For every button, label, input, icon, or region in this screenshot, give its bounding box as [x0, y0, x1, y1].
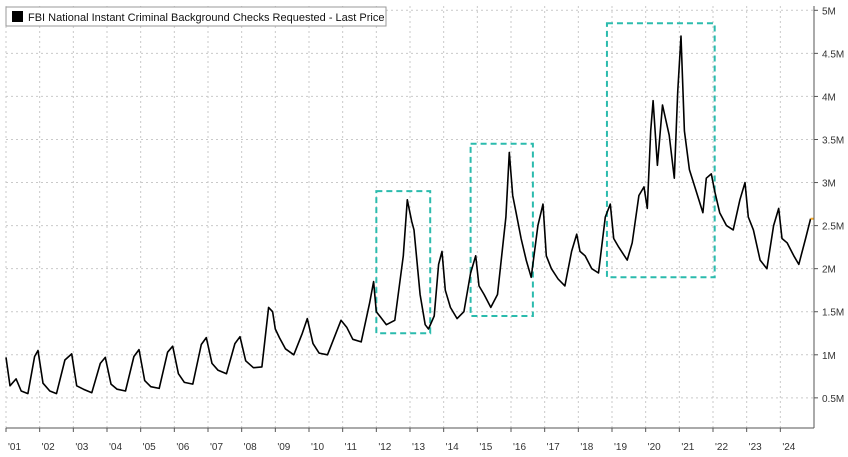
y-tick-label: 4.5M	[822, 49, 844, 60]
legend: FBI National Instant Criminal Background…	[5, 6, 387, 27]
highlight-box	[375, 190, 432, 335]
x-tick-label: '20	[648, 442, 661, 453]
x-tick-label: '17	[547, 442, 560, 453]
y-tick-label: 2M	[822, 265, 836, 276]
legend-swatch	[12, 11, 23, 22]
grid	[5, 6, 814, 428]
x-tick-label: '11	[345, 442, 358, 453]
x-tick-label: '14	[446, 442, 459, 453]
x-tick-label: '23	[749, 442, 762, 453]
highlight-boxes	[375, 22, 716, 335]
series-line	[5, 35, 812, 395]
x-tick-label: '09	[277, 442, 290, 453]
x-tick-label: '08	[244, 442, 257, 453]
x-tick-label: '22	[715, 442, 728, 453]
x-tick-label: '18	[580, 442, 593, 453]
legend-label: FBI National Instant Criminal Background…	[28, 12, 384, 24]
x-tick-label: '19	[614, 442, 627, 453]
x-tick-label: '06	[176, 442, 189, 453]
x-tick-label: '15	[479, 442, 492, 453]
x-tick-label: '05	[143, 442, 156, 453]
x-tick-label: '01	[8, 442, 21, 453]
y-tick-label: 3.5M	[822, 135, 844, 146]
y-tick-label: 0.5M	[822, 394, 844, 405]
x-tick-label: '16	[513, 442, 526, 453]
x-tick-label: '04	[109, 442, 122, 453]
x-tick-label: '12	[378, 442, 391, 453]
axes: '01 '02 '03 '04 '05 '06 '07 '08 '09 '10 '11 '12 '13 '…	[5, 6, 844, 453]
x-tick-label: '10	[311, 442, 324, 453]
y-tick-label: 1.5M	[822, 308, 844, 319]
series-layer	[5, 35, 814, 395]
highlight-box	[469, 142, 534, 318]
y-tick-label: 5M	[822, 6, 836, 17]
x-tick-label: '13	[412, 442, 425, 453]
x-tick-label: '02	[42, 442, 55, 453]
y-tick-label: 2.5M	[822, 222, 844, 233]
x-tick-label: '21	[681, 442, 694, 453]
x-tick-label: '24	[782, 442, 795, 453]
legend-background	[5, 6, 387, 27]
x-tick-label: '03	[75, 442, 88, 453]
y-tick-label: 1M	[822, 351, 836, 362]
y-tick-label: 4M	[822, 92, 836, 103]
y-tick-label: 3M	[822, 179, 836, 190]
x-tick-label: '07	[210, 442, 223, 453]
highlight-box	[605, 22, 716, 279]
